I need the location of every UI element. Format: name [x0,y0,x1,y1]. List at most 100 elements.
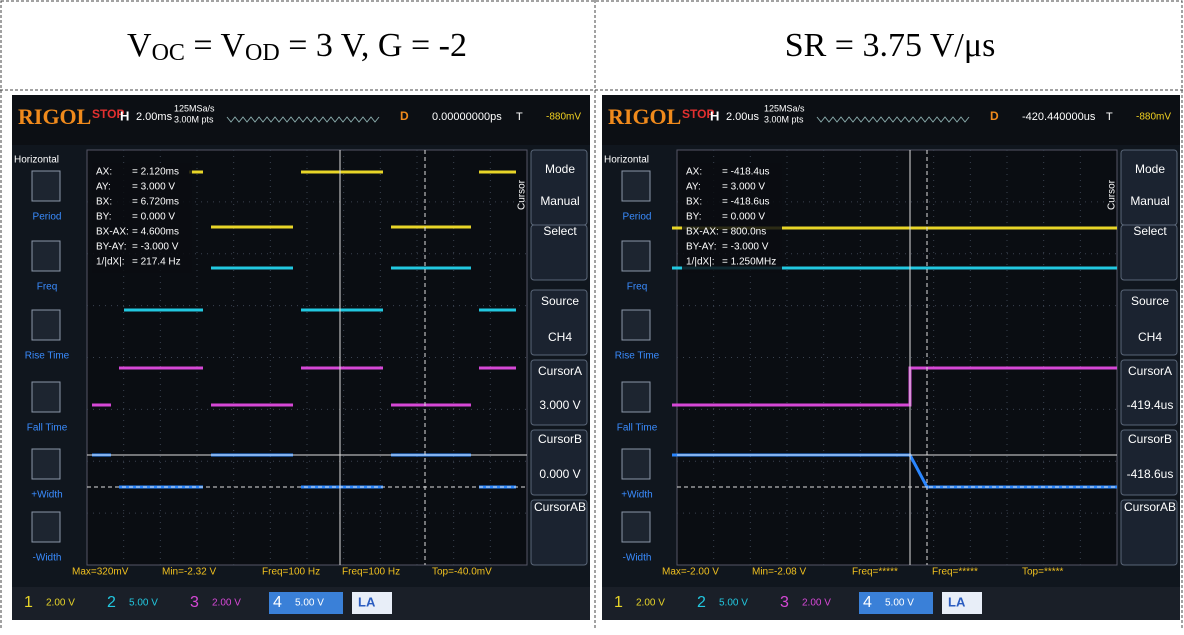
left-menu-item: Fall Time [27,423,68,434]
page: VOC = VOD = 3 V, G = -2 SR = 3.75 V/μs R… [0,0,1184,630]
timebase: 2.00us [726,111,760,123]
right-menu-item: -418.6us [1127,467,1174,481]
readout-label: BY-AY: [686,242,717,253]
readout-value: = -3.000 V [132,242,179,253]
right-menu-item: 0.000 V [539,467,580,481]
left-menu-item: Freq [627,282,648,293]
t-marker: T [1106,111,1113,123]
measurement: Top=-40.0mV [432,567,492,578]
channel-scale: 5.00 V [719,598,748,609]
readout-value: = 800.0ns [722,227,766,238]
t-marker: T [516,111,523,123]
brand: RIGOL [608,104,681,129]
right-menu-item: Source [541,294,579,308]
readout-label: BX-AX: [686,227,719,238]
right-menu-item: Mode [1135,162,1165,176]
right-menu-item: CursorB [538,432,582,446]
measurement: Freq=100 Hz [342,567,400,578]
offset: -420.440000us [1022,111,1096,123]
left-menu-item: +Width [621,490,652,501]
channel-scale: 5.00 V [129,598,158,609]
readout-label: BY-AY: [96,242,127,253]
la-label: LA [948,594,966,609]
sample-rate: 125MSa/s [764,103,805,113]
readout-value: = 4.600ms [132,227,179,238]
sample-rate: 125MSa/s [174,103,215,113]
readout-value: = 2.120ms [132,167,179,178]
measurement: Max=-2.00 V [662,567,719,578]
measurement: Top=***** [1022,567,1064,578]
left-menu-item: Period [33,212,62,223]
readout-value: = -418.4us [722,167,770,178]
header-right: SR = 3.75 V/μs [785,27,996,64]
left-menu-item: Period [623,212,652,223]
channel-scale: 5.00 V [295,598,324,609]
timebase: 2.00ms [136,111,173,123]
menu-icon [32,310,60,340]
left-menu-item: Freq [37,282,58,293]
channel-scale: 2.00 V [802,598,831,609]
left-menu-item: +Width [31,490,62,501]
readout-value: = 1.250MHz [722,257,776,268]
menu-icon [32,171,60,201]
readout-value: = 6.720ms [132,197,179,208]
right-menu-item: Select [1133,224,1167,238]
h-label: H [120,108,129,123]
right-menu-item: CursorAB [1124,500,1176,514]
right-menu-item: CH4 [1138,330,1162,344]
menu-icon [622,382,650,412]
measurement: Min=-2.32 V [162,567,217,578]
readout-label: AX: [96,167,112,178]
measurement: Max=320mV [72,567,129,578]
channel-number: 4 [863,594,872,611]
channel-number: 1 [614,594,623,611]
menu-icon [32,449,60,479]
readout-value: = -3.000 V [722,242,769,253]
offset: 0.00000000ps [432,111,502,123]
menu-icon [32,512,60,542]
right-menu-item: -419.4us [1127,398,1174,412]
left-menu-item: Fall Time [617,423,658,434]
right-menu-item: Source [1131,294,1169,308]
readout-value: = 3.000 V [132,182,175,193]
right-menu-item: Mode [545,162,575,176]
menu-icon [32,241,60,271]
d-marker: D [400,109,409,123]
channel-number: 2 [697,594,706,611]
channel-scale: 2.00 V [46,598,75,609]
menu-icon [622,310,650,340]
measurement: Freq=***** [932,567,978,578]
channel-scale: 2.00 V [212,598,241,609]
left-menu-item: Horizontal [604,155,649,166]
scope-screen: RIGOLSTOPH2.00us125MSa/s3.00M ptsD-420.4… [602,95,1180,620]
channel-scale: 5.00 V [885,598,914,609]
readout-label: BX: [686,197,702,208]
memory: 3.00M pts [174,114,214,124]
readout-label: BX-AX: [96,227,129,238]
side-label: Cursor [517,179,528,210]
channel-number: 3 [190,594,199,611]
readout-value: = -418.6us [722,197,770,208]
right-menu-item: CursorAB [534,500,586,514]
menu-icon [622,241,650,271]
readout-label: BX: [96,197,112,208]
channel-number: 1 [24,594,33,611]
readout-value: = 0.000 V [132,212,175,223]
right-menu-item: CursorB [1128,432,1172,446]
channel-scale: 2.00 V [636,598,665,609]
right-menu-item: Select [543,224,577,238]
left-menu-item: -Width [33,553,62,564]
memory: 3.00M pts [764,114,804,124]
channel-number: 4 [273,594,282,611]
brand: RIGOL [18,104,91,129]
menu-icon [622,171,650,201]
left-menu-item: Horizontal [14,155,59,166]
menu-icon [32,382,60,412]
right-menu-item: Manual [540,194,579,208]
readout-label: AY: [686,182,701,193]
readout-label: AX: [686,167,702,178]
readout-value: = 217.4 Hz [132,257,181,268]
menu-icon [622,449,650,479]
right-menu-item: Manual [1130,194,1169,208]
